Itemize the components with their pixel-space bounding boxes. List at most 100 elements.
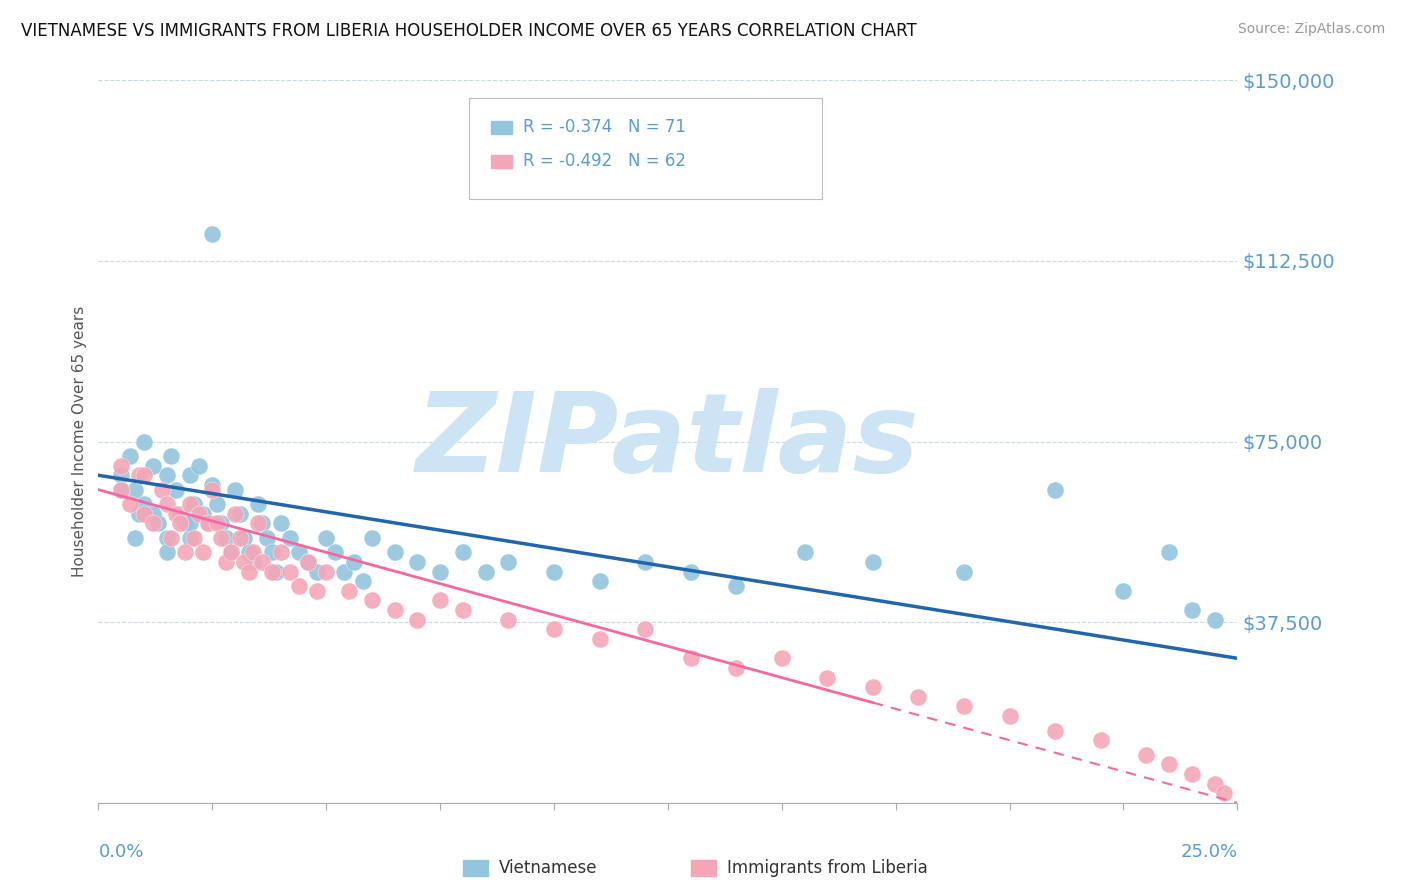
Point [588, 574, 610, 589]
Text: R = -0.374   N = 71: R = -0.374 N = 71 [523, 119, 686, 136]
Point [1043, 723, 1066, 738]
Point [205, 497, 228, 511]
Point [110, 483, 132, 497]
Point [953, 565, 976, 579]
Point [201, 483, 224, 497]
Point [183, 497, 205, 511]
Point [209, 531, 232, 545]
Point [1112, 583, 1135, 598]
Point [252, 516, 274, 531]
Text: ZIPatlas: ZIPatlas [416, 388, 920, 495]
Point [278, 531, 301, 545]
Y-axis label: Householder Income Over 65 years: Householder Income Over 65 years [72, 306, 87, 577]
Point [679, 651, 702, 665]
Point [183, 531, 205, 545]
Point [142, 507, 165, 521]
Point [120, 497, 142, 511]
Point [1181, 767, 1204, 781]
Point [209, 516, 232, 531]
Point [174, 516, 197, 531]
Point [315, 531, 337, 545]
Point [543, 623, 565, 637]
Point [160, 449, 183, 463]
Point [451, 545, 474, 559]
Point [451, 603, 474, 617]
Point [288, 579, 311, 593]
Point [998, 709, 1021, 723]
Point [160, 531, 183, 545]
Point [1043, 483, 1066, 497]
Point [146, 516, 169, 531]
Point [1181, 603, 1204, 617]
Point [224, 483, 246, 497]
Point [219, 545, 242, 559]
Point [128, 468, 150, 483]
Point [406, 613, 429, 627]
Point [384, 545, 406, 559]
Point [132, 497, 155, 511]
Point [725, 579, 748, 593]
Point [260, 545, 283, 559]
Point [1157, 757, 1180, 772]
Point [238, 545, 260, 559]
Text: Source: ZipAtlas.com: Source: ZipAtlas.com [1237, 22, 1385, 37]
Point [201, 478, 224, 492]
Point [498, 613, 520, 627]
Point [156, 545, 179, 559]
Point [862, 555, 884, 569]
Point [156, 468, 179, 483]
Point [634, 555, 657, 569]
Point [679, 565, 702, 579]
Point [169, 516, 191, 531]
Point [307, 565, 329, 579]
Point [174, 545, 197, 559]
Point [384, 603, 406, 617]
Point [110, 468, 132, 483]
Point [315, 565, 337, 579]
Point [1157, 545, 1180, 559]
Point [215, 531, 238, 545]
Point [278, 565, 301, 579]
Text: VIETNAMESE VS IMMIGRANTS FROM LIBERIA HOUSEHOLDER INCOME OVER 65 YEARS CORRELATI: VIETNAMESE VS IMMIGRANTS FROM LIBERIA HO… [21, 22, 917, 40]
Point [862, 680, 884, 694]
Point [1135, 747, 1157, 762]
Point [770, 651, 793, 665]
Point [187, 458, 209, 473]
Point [197, 516, 219, 531]
FancyBboxPatch shape [468, 98, 821, 200]
Point [264, 565, 287, 579]
Point [120, 449, 142, 463]
Point [1204, 776, 1226, 790]
Point [246, 516, 269, 531]
Point [323, 545, 346, 559]
Point [297, 555, 319, 569]
Text: R = -0.492   N = 62: R = -0.492 N = 62 [523, 153, 686, 170]
Point [352, 574, 374, 589]
Point [634, 623, 657, 637]
Point [360, 531, 382, 545]
Point [128, 507, 150, 521]
Point [165, 483, 187, 497]
Point [215, 555, 238, 569]
Point [793, 545, 815, 559]
Point [205, 516, 228, 531]
Bar [491, 154, 512, 168]
Point [197, 516, 219, 531]
Point [233, 531, 256, 545]
Point [474, 565, 496, 579]
Point [725, 661, 748, 675]
Point [110, 458, 132, 473]
Point [270, 545, 292, 559]
Point [169, 507, 191, 521]
Point [260, 565, 283, 579]
Point [179, 516, 201, 531]
Point [242, 555, 264, 569]
Point [242, 545, 264, 559]
Point [429, 565, 451, 579]
Point [228, 507, 250, 521]
Point [150, 483, 173, 497]
Point [179, 497, 201, 511]
Point [132, 507, 155, 521]
Point [1212, 786, 1234, 800]
Point [907, 690, 929, 704]
